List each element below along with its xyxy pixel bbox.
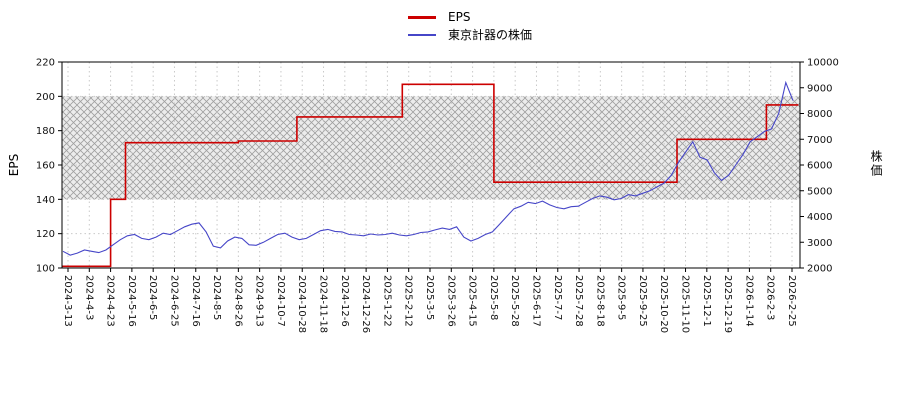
right-tick-label: 10000	[807, 58, 839, 69]
x-tick-label: 2025-9-25	[637, 275, 648, 327]
left-tick-label: 200	[36, 92, 55, 103]
eps-legend-label: EPS	[448, 10, 471, 24]
x-tick-label: 2025-4-15	[467, 275, 478, 327]
x-tick-label: 2026-2-25	[786, 275, 797, 327]
valuation-band-hatch	[62, 96, 800, 200]
x-tick-label: 2025-8-18	[594, 275, 605, 327]
left-tick-label: 140	[36, 195, 55, 206]
x-tick-label: 2025-1-22	[381, 275, 392, 327]
stock-price-line-swatch-icon	[408, 34, 436, 36]
x-tick-label: 2025-5-28	[509, 275, 520, 327]
x-tick-label: 2024-5-16	[126, 275, 137, 327]
x-tick-label: 2025-12-19	[722, 275, 733, 333]
x-tick-label: 2026-1-14	[743, 275, 754, 327]
x-tick-label: 2025-9-5	[616, 275, 627, 320]
right-tick-label: 6000	[807, 161, 832, 172]
left-tick-label: 120	[36, 229, 55, 240]
x-tick-label: 2025-3-26	[445, 275, 456, 327]
eps-line	[62, 83, 799, 268]
x-tick-label: 2024-12-26	[360, 275, 371, 333]
x-tick-label: 2026-2-3	[765, 275, 776, 320]
legend-item-eps: EPS	[408, 8, 532, 26]
eps-line-swatch-icon	[408, 15, 436, 19]
x-tick-label: 2024-9-13	[254, 275, 265, 327]
legend: EPS 東京計器の株価	[408, 8, 532, 44]
x-tick-label: 2024-7-16	[190, 275, 201, 327]
x-tick-label: 2025-5-8	[488, 275, 499, 320]
x-tick-label: 2025-10-20	[658, 275, 669, 333]
left-tick-label: 180	[36, 126, 55, 137]
x-tick-label: 2024-6-25	[168, 275, 179, 327]
x-tick-label: 2025-7-7	[552, 275, 563, 320]
right-axis-title: 株価	[869, 150, 883, 178]
right-tick-label: 2000	[807, 264, 832, 275]
legend-item-stock-price: 東京計器の株価	[408, 26, 532, 44]
x-tick-label: 2025-12-1	[701, 275, 712, 327]
right-tick-label: 5000	[807, 186, 832, 197]
right-tick-label: 4000	[807, 212, 832, 223]
x-tick-label: 2025-2-12	[403, 275, 414, 327]
left-tick-label: 100	[36, 264, 55, 275]
right-tick-label: 3000	[807, 238, 832, 249]
x-tick-label: 2025-7-28	[573, 275, 584, 327]
x-tick-label: 2024-4-23	[105, 275, 116, 327]
x-tick-label: 2024-8-26	[232, 275, 243, 327]
x-tick-label: 2024-10-7	[275, 275, 286, 327]
right-tick-label: 8000	[807, 109, 832, 120]
x-tick-label: 2024-11-18	[318, 275, 329, 333]
stock-price-legend-label: 東京計器の株価	[448, 28, 533, 42]
x-tick-label: 2024-6-5	[147, 275, 158, 320]
x-tick-label: 2024-4-3	[83, 275, 94, 320]
x-tick-label: 2025-6-17	[530, 275, 541, 327]
left-tick-label: 160	[36, 161, 55, 172]
x-tick-label: 2024-8-5	[211, 275, 222, 320]
x-tick-label: 2024-10-28	[296, 275, 307, 333]
x-tick-label: 2025-11-10	[680, 275, 691, 333]
left-tick-label: 220	[36, 58, 55, 69]
right-tick-label: 9000	[807, 83, 832, 94]
x-tick-label: 2024-3-13	[62, 275, 73, 327]
stock-price-line	[62, 80, 794, 256]
right-tick-label: 7000	[807, 135, 832, 146]
x-tick-label: 2024-12-6	[339, 275, 350, 327]
x-tick-label: 2025-3-5	[424, 275, 435, 320]
